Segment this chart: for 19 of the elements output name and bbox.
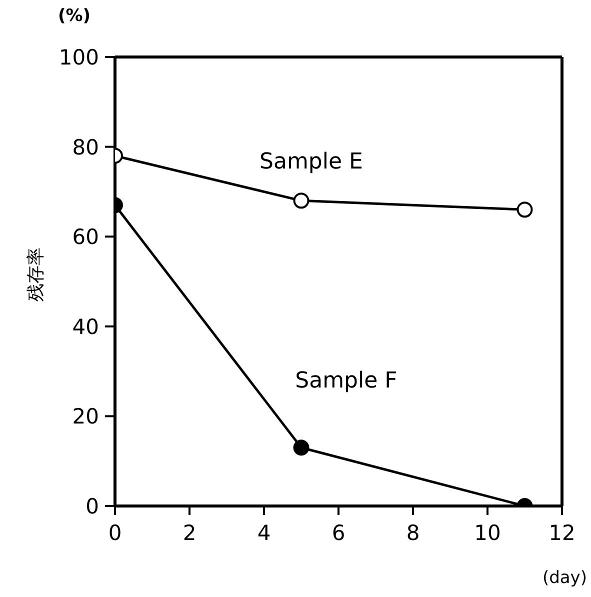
- y-tick-label: 80: [72, 135, 99, 160]
- x-tick-label: 6: [332, 520, 346, 545]
- x-tick-label: 12: [548, 520, 576, 545]
- y-tick-label: 40: [72, 314, 99, 339]
- series-label: Sample E: [260, 150, 363, 175]
- x-axis-title: (day): [542, 568, 587, 588]
- x-tick-label: 0: [108, 520, 122, 545]
- y-tick-label: 60: [72, 225, 99, 250]
- y-tick-label: 0: [86, 494, 99, 518]
- y-axis-title: 残存率: [25, 248, 46, 302]
- x-tick-label: 4: [257, 520, 271, 545]
- point: [516, 202, 533, 218]
- text: (%): [58, 6, 91, 26]
- x-tick-label: 10: [474, 520, 501, 545]
- y-tick-label: 20: [72, 404, 99, 429]
- x-tick-label: 8: [406, 520, 420, 545]
- y-tick-label: 100: [58, 45, 99, 70]
- x-tick-label: 2: [182, 520, 196, 545]
- series-label: Sample F: [295, 368, 398, 394]
